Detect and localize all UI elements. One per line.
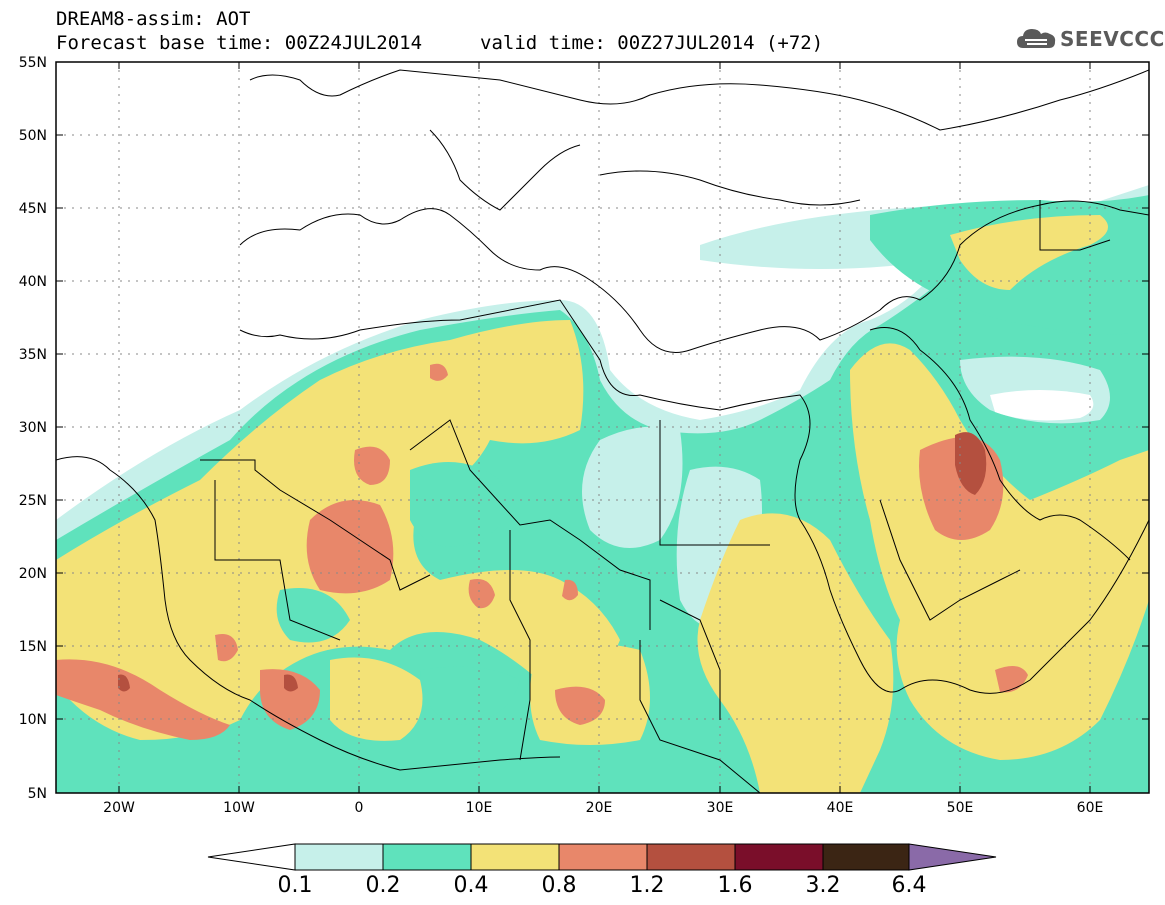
colorbar-over-arrow — [908, 843, 997, 871]
lat-label: 20N — [19, 566, 47, 582]
lon-label: 20W — [103, 800, 135, 816]
lon-label: 30E — [707, 800, 734, 816]
colorbar-label: 6.4 — [892, 873, 927, 898]
colorbar-label: 0.1 — [278, 873, 313, 898]
colorbar-label: 0.4 — [454, 873, 489, 898]
colorbar-label: 1.2 — [630, 873, 665, 898]
seevccc-logo: SEEVCCC — [1015, 22, 1164, 56]
lon-label: 0 — [355, 800, 364, 816]
lon-label: 10E — [466, 800, 493, 816]
lat-label: 5N — [28, 786, 47, 802]
colorbar-swatch — [294, 843, 384, 871]
aot-field — [56, 62, 1149, 793]
colorbar-label: 3.2 — [806, 873, 841, 898]
lon-label: 10W — [223, 800, 255, 816]
colorbar-swatch — [646, 843, 736, 871]
colorbar-label: 1.6 — [718, 873, 753, 898]
lat-label: 30N — [19, 420, 47, 436]
coastlines — [56, 69, 1149, 793]
colorbar-swatch — [382, 843, 472, 871]
colorbar-label: 0.2 — [366, 873, 401, 898]
lat-label: 45N — [19, 201, 47, 217]
lat-label: 25N — [19, 493, 47, 509]
lon-label: 40E — [827, 800, 854, 816]
lat-label: 15N — [19, 639, 47, 655]
longitude-labels: 20W 10W 0 10E 20E 30E 40E 50E 60E — [103, 800, 1103, 816]
lat-label: 40N — [19, 274, 47, 290]
lat-label: 55N — [19, 55, 47, 71]
colorbar-label: 0.8 — [542, 873, 577, 898]
lon-label: 20E — [586, 800, 613, 816]
colorbar-under-arrow — [207, 843, 296, 871]
forecast-base-time: Forecast base time: 00Z24JUL2014 — [56, 32, 423, 54]
colorbar-swatch — [558, 843, 648, 871]
logo-text: SEEVCCC — [1060, 27, 1165, 51]
colorbar: 0.1 0.2 0.4 0.8 1.2 1.6 3.2 6.4 — [207, 843, 997, 898]
lat-label: 50N — [19, 128, 47, 144]
lon-label: 60E — [1077, 800, 1104, 816]
lat-label: 10N — [19, 712, 47, 728]
map-title: DREAM8-assim: AOT — [56, 8, 251, 30]
colorbar-swatch — [734, 843, 824, 871]
lon-label: 50E — [947, 800, 974, 816]
lat-label: 35N — [19, 347, 47, 363]
axis-ticks — [56, 61, 1149, 793]
latitude-labels: 55N 50N 45N 40N 35N 30N 25N 20N 15N 10N … — [19, 55, 47, 802]
cloud-icon — [1017, 29, 1056, 48]
colorbar-swatch — [822, 843, 910, 871]
colorbar-swatch — [470, 843, 560, 871]
valid-time: valid time: 00Z27JUL2014 (+72) — [480, 32, 824, 54]
